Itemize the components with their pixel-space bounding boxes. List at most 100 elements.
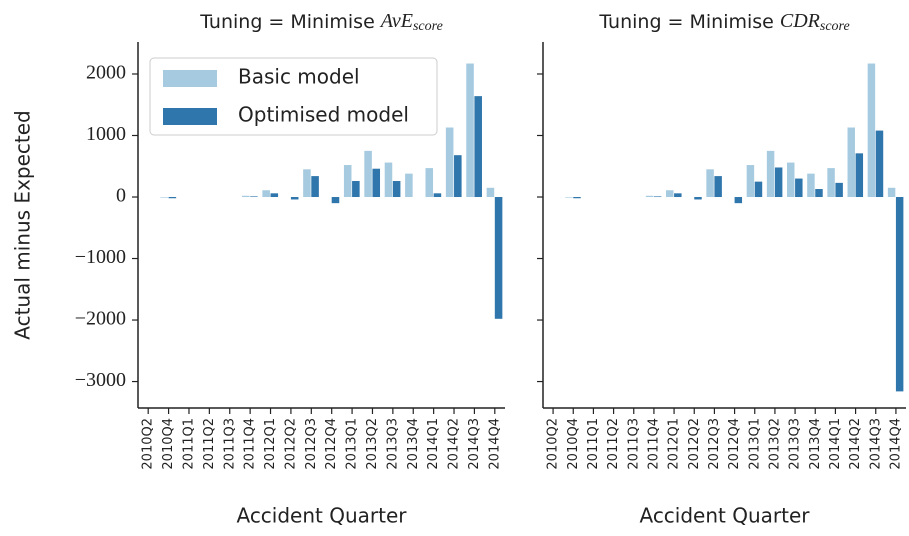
x-tick-label: 2011Q4 (243, 418, 258, 470)
title-math: CDR (780, 10, 820, 32)
bar (445, 127, 454, 198)
x-tick-label: 2011Q4 (646, 418, 661, 470)
bar (653, 196, 662, 198)
x-tick-label: 2013Q3 (788, 418, 803, 470)
bar (795, 178, 803, 198)
chart-title: Tuning = Minimise AvEscore (199, 10, 443, 35)
bar (815, 189, 823, 198)
x-tick-label: 2011Q1 (586, 418, 601, 470)
y-tick-label: −1000 (75, 246, 126, 268)
bar (706, 169, 714, 198)
title-text: Tuning = Minimise (199, 11, 375, 33)
bar (867, 63, 876, 198)
x-tick-label: 2012Q2 (687, 418, 702, 470)
bar (372, 168, 381, 198)
y-axis-label: Actual minus Expected (11, 110, 35, 340)
legend-label: Optimised model (238, 103, 409, 127)
x-tick-label: 2014Q2 (848, 418, 863, 470)
bar (855, 153, 864, 198)
bar (766, 150, 775, 198)
x-tick-label: 2014Q1 (426, 418, 441, 470)
x-tick-label: 2014Q3 (868, 418, 883, 470)
x-tick-label: 2010Q4 (161, 418, 176, 470)
bar (405, 173, 413, 198)
x-tick-label: 2013Q2 (365, 418, 380, 470)
legend-swatch (163, 70, 217, 87)
bar (311, 176, 319, 198)
x-tick-label: 2012Q1 (263, 418, 278, 470)
bar (645, 195, 654, 198)
bar (746, 165, 755, 198)
x-tick-label: 2010Q2 (546, 418, 561, 470)
x-tick-label: 2010Q2 (141, 418, 156, 470)
x-tick-label: 2014Q2 (447, 418, 462, 470)
bar (875, 130, 884, 198)
x-tick-label: 2014Q1 (828, 418, 843, 470)
bar (714, 176, 722, 198)
x-tick-label: 2012Q3 (707, 418, 722, 470)
bar (774, 167, 783, 198)
bar (352, 181, 360, 198)
x-tick-label: 2012Q2 (283, 418, 298, 470)
x-tick-label: 2014Q4 (888, 418, 903, 470)
y-tick-label: 1000 (86, 123, 126, 145)
x-axis-label: Accident Quarter (639, 504, 810, 528)
bar (754, 181, 763, 198)
bar (787, 162, 795, 198)
bar (331, 197, 340, 204)
legend-label: Basic model (238, 65, 360, 89)
bar (734, 197, 743, 204)
x-tick-label: 2013Q4 (808, 418, 823, 470)
x-tick-label: 2010Q4 (566, 418, 581, 470)
bar (827, 168, 835, 198)
title-sub: score (820, 19, 850, 34)
bar (303, 169, 311, 198)
y-tick-label: −2000 (75, 308, 126, 330)
y-tick-label: 2000 (86, 62, 126, 84)
x-tick-label: 2011Q2 (606, 418, 621, 470)
bar (290, 197, 299, 200)
bar (392, 181, 401, 198)
x-axis-label: Accident Quarter (236, 504, 407, 528)
x-tick-label: 2012Q4 (324, 418, 339, 470)
bar (262, 190, 270, 198)
bar (486, 187, 495, 198)
x-tick-label: 2013Q4 (406, 418, 421, 470)
title-text: Tuning = Minimise (598, 11, 774, 33)
bar (895, 197, 904, 392)
x-tick-label: 2011Q3 (626, 418, 641, 470)
bar (565, 197, 573, 198)
bar (835, 182, 843, 198)
bar (847, 127, 855, 198)
bar (454, 155, 462, 198)
bar (674, 193, 682, 198)
x-tick-label: 2011Q1 (181, 418, 196, 470)
x-tick-label: 2013Q1 (747, 418, 762, 470)
legend-box (149, 57, 438, 136)
bar (807, 173, 815, 198)
x-tick-label: 2012Q3 (304, 418, 319, 470)
bar (494, 197, 503, 319)
bar (384, 162, 393, 198)
title-math: AvE (379, 10, 413, 32)
x-tick-label: 2012Q1 (667, 418, 682, 470)
bar (250, 196, 258, 198)
bar (160, 197, 168, 198)
bar (433, 193, 442, 198)
bar (474, 96, 482, 198)
x-tick-label: 2012Q4 (727, 418, 742, 470)
y-tick-label: 0 (116, 185, 126, 207)
bar (270, 193, 279, 198)
title-sub: score (413, 19, 443, 34)
bar (466, 63, 474, 198)
bar (666, 190, 674, 198)
x-tick-label: 2011Q3 (222, 418, 237, 470)
bar (694, 197, 702, 200)
x-tick-label: 2014Q3 (467, 418, 482, 470)
x-tick-label: 2013Q2 (767, 418, 782, 470)
bar (425, 168, 434, 198)
x-tick-label: 2014Q4 (487, 418, 502, 470)
chart-title: Tuning = Minimise CDRscore (598, 10, 849, 35)
bar (573, 197, 581, 199)
